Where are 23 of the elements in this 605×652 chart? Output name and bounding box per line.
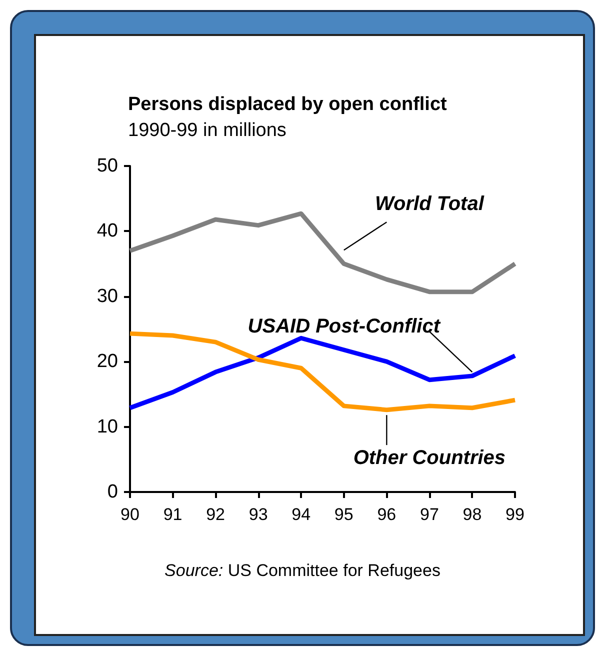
line-series (128, 211, 518, 294)
text: Other Countries (353, 447, 506, 470)
series-label: USAID Post-Conflict (248, 315, 442, 338)
x-tick-label: 94 (292, 505, 311, 524)
y-tick-label: 10 (96, 416, 118, 438)
source-note: Source: US Committee for Refugees (164, 561, 440, 580)
x-tick-label: 95 (334, 505, 354, 524)
y-tick-label: 40 (96, 220, 118, 242)
x-tick-label: 96 (377, 505, 396, 524)
chart-subtitle: 1990-99 in millions (128, 120, 286, 141)
y-tick-label: 30 (96, 286, 118, 307)
x-tick-label: 91 (163, 505, 182, 524)
y-tick-label: 20 (96, 351, 118, 372)
x-tick-label: 99 (506, 505, 524, 524)
x-tick-label: 90 (120, 505, 140, 524)
text: World Total (375, 192, 484, 215)
y-tick-label: 0 (107, 482, 118, 502)
x-tick-label: 98 (462, 505, 482, 524)
x-tick-label: 92 (206, 505, 226, 524)
x-tick-label: 93 (248, 505, 268, 524)
chart-title: Persons displaced by open conflict (128, 94, 448, 115)
y-tick-label: 50 (96, 156, 118, 176)
x-tick-label: 97 (420, 505, 439, 524)
